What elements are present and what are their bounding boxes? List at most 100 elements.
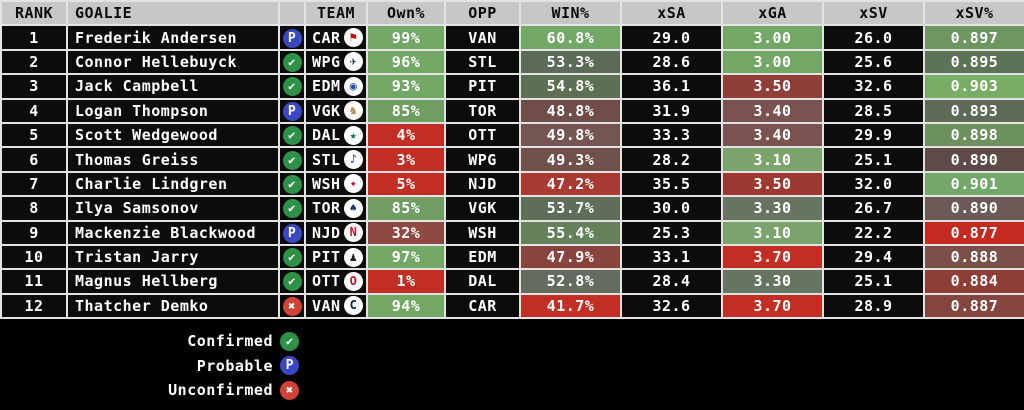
team-logo-icon-dal: ★ (344, 125, 363, 145)
team-cell: VAN C (304, 292, 368, 320)
check-circle-icon: ✔ (282, 248, 302, 268)
opp-cell: WSH (444, 219, 521, 246)
xsv-cell: 32.0 (822, 170, 925, 198)
win-pct-cell: 47.2% (519, 170, 622, 198)
team-logo-icon-wpg: ✈ (344, 52, 363, 72)
xga-cell: 3.50 (721, 73, 824, 100)
column-header-WIN%: WIN% (519, 0, 622, 27)
column-header-xGA: xGA (721, 0, 824, 27)
goalie-name-cell: Ilya Samsonov (66, 195, 280, 222)
xsa-cell: 36.1 (620, 73, 723, 100)
goalie-name-cell: Connor Hellebuyck (66, 48, 280, 76)
xga-cell: 3.30 (721, 195, 824, 222)
opp-cell: DAL (444, 268, 521, 295)
team-abbrev: PIT (312, 248, 341, 267)
table-row: 2 Connor Hellebuyck ✔ WPG ✈ 96% STL 53.3% 28.6 3.… (0, 48, 1024, 76)
team-abbrev: EDM (312, 77, 341, 96)
xsv-pct-cell: 0.890 (923, 146, 1024, 173)
xsv-cell: 28.5 (822, 97, 925, 124)
win-pct-cell: 49.8% (519, 121, 622, 149)
status-cell: P (278, 97, 306, 124)
table-row: 11 Magnus Hellberg ✔ OTT O 1% DAL 52.8% 28.4 3.30… (0, 268, 1024, 295)
rank-cell: 1 (0, 24, 68, 51)
xsv-cell: 26.0 (822, 24, 925, 51)
win-pct-cell: 60.8% (519, 24, 622, 51)
xsa-cell: 29.0 (620, 24, 723, 51)
table-row: 9 Mackenzie Blackwood P NJD N 32% WSH 55.4% 25.3… (0, 219, 1024, 246)
legend-label-unconfirmed: Unconfirmed (168, 381, 273, 400)
own-pct-cell: 94% (366, 292, 446, 320)
status-cell: ✔ (278, 146, 306, 173)
rank-cell: 8 (0, 195, 68, 222)
own-pct-cell: 85% (366, 195, 446, 222)
table-row: 3 Jack Campbell ✔ EDM ◉ 93% PIT 54.8% 36.1 3.50 32… (0, 73, 1024, 100)
check-circle-icon: ✔ (282, 126, 302, 146)
status-cell: ✖ (278, 292, 306, 320)
xsv-pct-cell: 0.884 (923, 268, 1024, 295)
check-circle-icon: ✔ (282, 174, 302, 194)
team-abbrev: NJD (312, 223, 341, 242)
xsv-pct-cell: 0.890 (923, 195, 1024, 222)
win-pct-cell: 54.8% (519, 73, 622, 100)
opp-cell: WPG (444, 146, 521, 173)
table-row: 10 Tristan Jarry ✔ PIT ♟ 97% EDM 47.9% 33.1 3.70 2… (0, 243, 1024, 271)
status-cell: ✔ (278, 243, 306, 271)
team-cell: STL ♪ (304, 146, 368, 173)
win-pct-cell: 55.4% (519, 219, 622, 246)
own-pct-cell: 85% (366, 97, 446, 124)
status-cell: ✔ (278, 268, 306, 295)
xsa-cell: 30.0 (620, 195, 723, 222)
status-cell: ✔ (278, 170, 306, 198)
team-logo-icon-wsh: ✦ (344, 174, 363, 194)
table-row: 4 Logan Thompson P VGK ♞ 85% TOR 48.8% 31.9 3.40 2… (0, 97, 1024, 124)
status-cell: P (278, 24, 306, 51)
legend-item-unconfirmed: Unconfirmed ✖ (0, 378, 302, 403)
opp-cell: OTT (444, 121, 521, 149)
rank-cell: 4 (0, 97, 68, 124)
opp-cell: VGK (444, 195, 521, 222)
opp-cell: NJD (444, 170, 521, 198)
team-abbrev: DAL (312, 126, 341, 145)
xsv-cell: 26.7 (822, 195, 925, 222)
column-header-OPP: OPP (444, 0, 521, 27)
xga-cell: 3.40 (721, 121, 824, 149)
rank-cell: 7 (0, 170, 68, 198)
check-circle-icon: ✔ (282, 199, 302, 219)
goalie-name-cell: Mackenzie Blackwood (66, 219, 280, 246)
xsv-pct-cell: 0.901 (923, 170, 1024, 198)
team-logo-icon-njd: N (344, 223, 363, 243)
team-logo-icon-car: ⚑ (344, 28, 363, 48)
team-cell: TOR ♠ (304, 195, 368, 222)
team-cell: CAR ⚑ (304, 24, 368, 51)
team-logo-icon-ott: O (344, 271, 363, 291)
goalie-stats-table: RANK GOALIE TEAM Own% OPP WIN% xSA xGA xSV xSV% 1… (0, 0, 1024, 320)
table-body: 1 Frederik Andersen P CAR ⚑ 99% VAN 60.8% 29.0 3.… (0, 24, 1024, 320)
win-pct-cell: 52.8% (519, 268, 622, 295)
xga-cell: 3.10 (721, 219, 824, 246)
xsa-cell: 35.5 (620, 170, 723, 198)
rank-cell: 3 (0, 73, 68, 100)
team-cell: EDM ◉ (304, 73, 368, 100)
header-row: RANK GOALIE TEAM Own% OPP WIN% xSA xGA xSV xSV% (0, 0, 1024, 27)
team-cell: WPG ✈ (304, 48, 368, 76)
goalie-name-cell: Logan Thompson (66, 97, 280, 124)
win-pct-cell: 49.3% (519, 146, 622, 173)
status-cell: ✔ (278, 73, 306, 100)
check-circle-icon: ✔ (282, 77, 302, 97)
team-logo-icon-vgk: ♞ (344, 101, 363, 121)
team-logo-icon-stl: ♪ (344, 150, 363, 170)
xsv-cell: 28.9 (822, 292, 925, 320)
own-pct-cell: 32% (366, 219, 446, 246)
xga-cell: 3.70 (721, 243, 824, 271)
rank-cell: 5 (0, 121, 68, 149)
win-pct-cell: 47.9% (519, 243, 622, 271)
team-abbrev: WSH (312, 174, 341, 193)
goalie-name-cell: Charlie Lindgren (66, 170, 280, 198)
xsa-cell: 28.4 (620, 268, 723, 295)
table-row: 12 Thatcher Demko ✖ VAN C 94% CAR 41.7% 32.6 3.70… (0, 292, 1024, 320)
column-header-status (278, 0, 306, 27)
own-pct-cell: 3% (366, 146, 446, 173)
opp-cell: CAR (444, 292, 521, 320)
rank-cell: 6 (0, 146, 68, 173)
opp-cell: VAN (444, 24, 521, 51)
